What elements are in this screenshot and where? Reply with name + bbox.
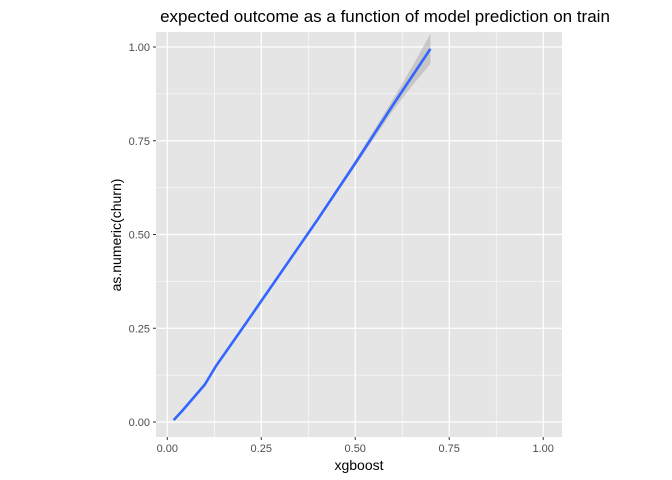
chart-title: expected outcome as a function of model …	[160, 7, 610, 26]
y-tick-label: 0.00	[129, 417, 150, 429]
y-tick-label: 0.50	[129, 230, 150, 242]
smooth-line-layer	[172, 48, 432, 422]
x-tick-label: 0.50	[345, 443, 366, 455]
major-gridlines	[156, 32, 562, 437]
y-tick-label: 0.75	[129, 136, 150, 148]
y-axis-title: as.numeric(churn)	[108, 179, 124, 292]
y-axis: 0.00 0.25 0.50 0.75 1.00	[129, 42, 156, 429]
x-tick-label: 1.00	[532, 443, 553, 455]
x-tick-label: 0.25	[251, 443, 272, 455]
x-axis: 0.00 0.25 0.50 0.75 1.00	[157, 437, 554, 455]
smooth-line	[172, 48, 432, 422]
x-tick-label: 0.00	[157, 443, 178, 455]
y-tick-label: 0.25	[129, 323, 150, 335]
y-tick-label: 1.00	[129, 42, 150, 54]
x-axis-title: xgboost	[334, 457, 383, 473]
x-tick-label: 0.75	[439, 443, 460, 455]
